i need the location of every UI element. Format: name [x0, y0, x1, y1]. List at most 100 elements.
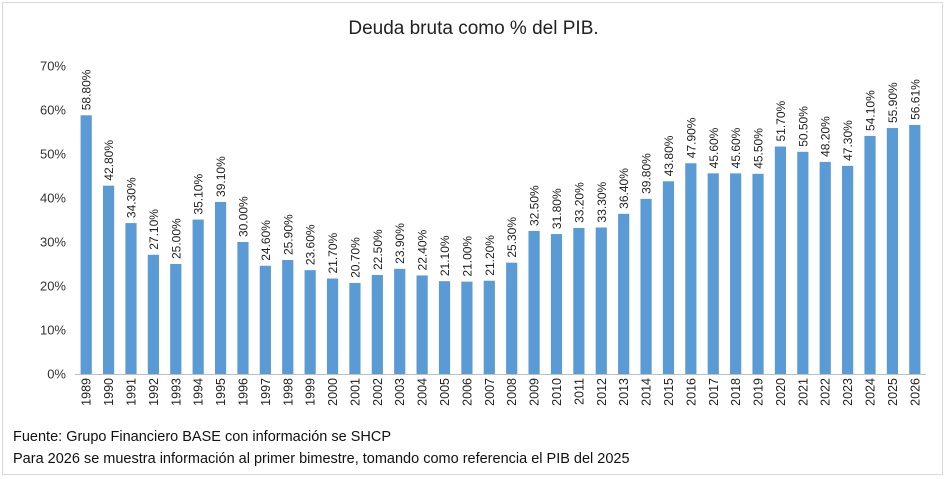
data-label: 39.10%: [214, 156, 228, 197]
x-tick-label: 1998: [281, 378, 295, 406]
x-tick-label: 2006: [460, 378, 474, 406]
data-label: 25.30%: [505, 217, 519, 258]
bar: [662, 181, 675, 374]
y-tick-label: 50%: [40, 147, 66, 162]
bar: [774, 146, 787, 374]
x-tick-label: 1993: [169, 378, 183, 406]
data-label: 56.61%: [908, 79, 922, 120]
source-note: Fuente: Grupo Financiero BASE con inform…: [13, 429, 391, 445]
data-label: 22.40%: [416, 229, 430, 270]
data-label: 33.30%: [595, 181, 609, 222]
bar: [371, 275, 383, 374]
x-tick-label: 2003: [393, 378, 407, 406]
bar: [80, 115, 92, 374]
x-tick-label: 2026: [908, 378, 922, 406]
bar: [259, 265, 271, 374]
data-label: 45.60%: [707, 127, 721, 168]
y-tick-label: 20%: [40, 279, 66, 294]
y-tick-label: 70%: [40, 59, 66, 74]
x-tick-label: 1996: [236, 378, 250, 406]
x-tick-label: 2019: [752, 378, 766, 406]
bar: [170, 264, 182, 374]
data-label: 32.50%: [528, 185, 542, 226]
x-tick-label: 2010: [550, 378, 564, 406]
y-tick-label: 10%: [40, 323, 66, 338]
data-label: 54.10%: [864, 90, 878, 131]
bar: [506, 262, 518, 374]
bar: [349, 282, 361, 374]
x-tick-label: 2018: [729, 378, 743, 406]
data-label: 35.10%: [192, 174, 206, 215]
bar: [326, 278, 339, 374]
x-tick-label: 2023: [841, 378, 855, 406]
x-tick-label: 2014: [640, 378, 654, 406]
bar: [595, 227, 607, 374]
x-tick-label: 2013: [617, 378, 631, 406]
data-label: 47.30%: [841, 120, 855, 161]
x-tick-label: 1989: [80, 378, 94, 406]
x-tick-label: 2022: [819, 378, 833, 406]
x-tick-label: 2015: [662, 378, 676, 406]
bar: [282, 260, 294, 374]
x-tick-label: 2012: [595, 378, 609, 406]
bar: [237, 242, 249, 374]
bar: [394, 268, 406, 374]
bar: [640, 198, 652, 374]
data-label: 22.50%: [371, 229, 385, 270]
data-label: 25.90%: [281, 214, 295, 255]
bar: [752, 173, 764, 374]
bar: [483, 280, 495, 374]
bar: [886, 128, 899, 374]
x-tick-label: 2001: [348, 378, 362, 406]
x-tick-label: 2016: [684, 378, 698, 406]
bar: [730, 173, 742, 374]
x-tick-label: 2002: [371, 378, 385, 406]
x-tick-label: 2009: [528, 378, 542, 406]
data-label: 45.50%: [752, 128, 766, 169]
data-label: 24.60%: [259, 220, 273, 261]
data-label: 21.10%: [438, 235, 452, 276]
bar: [864, 135, 876, 374]
x-tick-label: 2025: [886, 378, 900, 406]
y-tick-label: 30%: [40, 235, 66, 250]
data-label: 33.20%: [572, 182, 586, 223]
bar: [618, 213, 630, 374]
data-label: 27.10%: [147, 209, 161, 250]
bar: [573, 227, 585, 374]
chart-title: Deuda bruta como % del PIB.: [348, 18, 599, 39]
bar: [528, 231, 540, 374]
data-label: 25.00%: [169, 218, 183, 259]
x-tick-label: 2024: [864, 378, 878, 406]
data-label: 36.40%: [617, 168, 631, 209]
x-tick-label: 2005: [438, 378, 452, 406]
y-tick-label: 60%: [40, 103, 66, 118]
x-tick-label: 2011: [572, 378, 586, 405]
bar: [842, 165, 854, 374]
data-label: 39.80%: [640, 153, 654, 194]
x-tick-label: 1999: [304, 378, 318, 406]
data-label: 51.70%: [774, 100, 788, 141]
bar: [909, 124, 921, 374]
x-tick-label: 1994: [192, 378, 206, 406]
x-tick-label: 1991: [124, 378, 138, 406]
x-tick-label: 1990: [102, 378, 116, 406]
bar: [550, 234, 563, 374]
bar: [192, 219, 204, 374]
x-tick-label: 2004: [416, 378, 430, 406]
data-label: 47.90%: [684, 117, 698, 158]
x-tick-label: 1995: [214, 378, 228, 406]
bar: [125, 223, 137, 374]
data-label: 55.90%: [886, 82, 900, 123]
data-label: 43.80%: [662, 135, 676, 176]
bar: [707, 173, 719, 374]
x-tick-label: 1992: [147, 378, 161, 406]
data-label: 58.80%: [80, 69, 94, 110]
data-label: 23.90%: [393, 223, 407, 264]
data-label: 23.60%: [304, 224, 318, 265]
bar: [214, 201, 227, 374]
x-tick-label: 1997: [259, 378, 273, 406]
data-label: 42.80%: [102, 140, 116, 181]
data-label: 31.80%: [550, 188, 564, 229]
